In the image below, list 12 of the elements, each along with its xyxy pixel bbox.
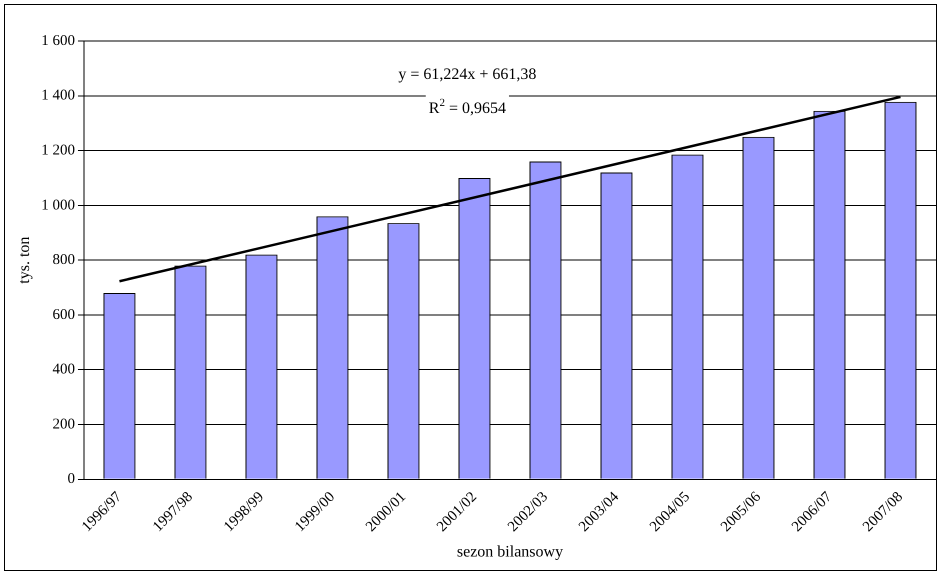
annotation: y = 61,224x + 661,38 xyxy=(398,66,536,83)
y-tick-label: 400 xyxy=(52,362,75,378)
y-tick-label: 600 xyxy=(52,306,75,323)
y-tick-label: 200 xyxy=(52,416,75,432)
y-tick-label: 1 200 xyxy=(41,142,75,159)
y-axis-title: tys. ton xyxy=(16,236,33,284)
x-axis-title: sezon bilansowy xyxy=(456,544,564,561)
y-tick-label: 800 xyxy=(52,252,75,268)
y-tick-label: 1 000 xyxy=(41,197,75,214)
y-tick-label: 1 400 xyxy=(41,88,75,104)
y-tick-label: 0 xyxy=(67,471,75,488)
y-tick-label: 1 600 xyxy=(41,32,75,49)
